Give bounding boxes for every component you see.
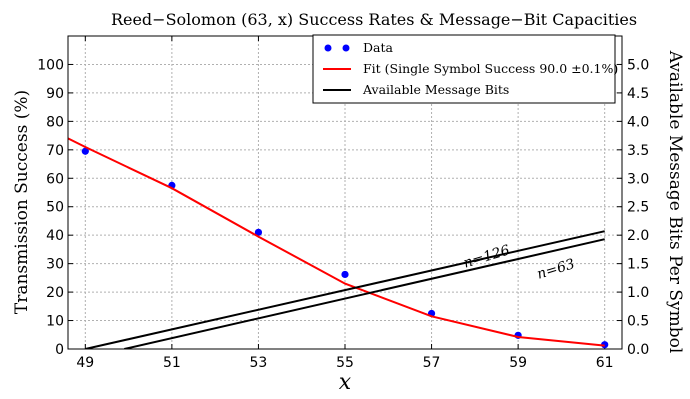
y-right-tick-label: 4.0	[627, 114, 649, 130]
y-right-tick-label: 3.0	[627, 171, 649, 187]
x-tick-label: 51	[163, 355, 181, 371]
legend-label: Fit (Single Symbol Success 90.0 ±0.1%)	[363, 61, 618, 76]
message-bits-line	[85, 230, 605, 349]
y-left-tick-label: 100	[37, 57, 64, 73]
chart-title: Reed−Solomon (63, x) Success Rates & Mes…	[111, 10, 637, 29]
y-left-tick-label: 90	[46, 86, 64, 102]
y-left-tick-label: 0	[55, 342, 64, 358]
x-tick-label: 53	[250, 355, 268, 371]
y-right-tick-label: 0.5	[627, 314, 649, 330]
x-tick-label: 49	[76, 355, 94, 371]
message-bits-line	[124, 238, 605, 349]
legend-label: Available Message Bits	[362, 82, 509, 97]
line-annotation: n=63	[535, 256, 577, 283]
y-left-tick-label: 60	[46, 171, 64, 187]
y-right-tick-label: 5.0	[627, 57, 649, 73]
legend-marker	[324, 44, 332, 52]
y-left-tick-label: 80	[46, 114, 64, 130]
y-right-tick-label: 3.5	[627, 143, 649, 159]
y-right-tick-label: 2.0	[627, 228, 649, 244]
x-tick-label: 61	[596, 355, 614, 371]
y-right-tick-label: 1.0	[627, 285, 649, 301]
legend-box	[312, 34, 616, 104]
legend-marker	[342, 44, 350, 52]
legend-label: Data	[363, 40, 393, 55]
y-left-tick-label: 10	[46, 314, 64, 330]
x-axis-label: x	[339, 370, 352, 394]
fit-line	[68, 137, 605, 347]
y-left-tick-label: 20	[46, 285, 64, 301]
plot-area: 49 51 53 55 57 59 61 0 10 20 30 40 50 60 70 80 90 100 0.0 0…	[37, 34, 649, 371]
y-left-tick-label: 30	[46, 257, 64, 273]
y-right-tick-label: 0.0	[627, 342, 649, 358]
data-point	[254, 228, 263, 236]
y-right-tick-label: 4.5	[627, 86, 649, 102]
y-right-tick-label: 2.5	[627, 200, 649, 216]
y-left-tick-label: 40	[46, 228, 64, 244]
x-tick-label: 57	[423, 355, 441, 371]
y-right-tick-label: 1.5	[627, 257, 649, 273]
x-tick-label: 55	[336, 355, 354, 371]
y-left-tick-label: 70	[46, 143, 64, 159]
y-axis-right-label: Available Message Bits Per Symbol	[665, 50, 685, 354]
data-point	[81, 147, 89, 155]
data-point	[341, 270, 349, 279]
y-axis-left-label: Transmission Success (%)	[12, 90, 32, 314]
x-tick-label: 59	[509, 355, 527, 371]
y-left-tick-label: 50	[46, 200, 64, 216]
